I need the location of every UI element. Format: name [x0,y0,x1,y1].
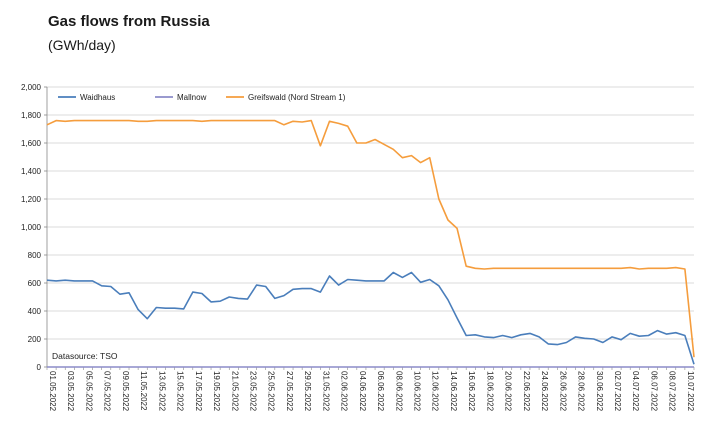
x-tick-label: 16.06.2022 [467,371,476,412]
y-tick-label: 0 [37,363,42,372]
x-tick-label: 02.06.2022 [340,371,349,412]
x-tick-label: 02.07.2022 [613,371,622,412]
x-tick-label: 18.06.2022 [485,371,494,412]
chart-subtitle: (GWh/day) [48,37,116,53]
x-tick-label: 04.07.2022 [631,371,640,412]
y-tick-label: 1,000 [21,223,42,232]
x-tick-label: 26.06.2022 [558,371,567,412]
x-tick-label: 04.06.2022 [358,371,367,412]
x-tick-label: 31.05.2022 [321,371,330,412]
x-tick-label: 28.06.2022 [577,371,586,412]
series-lines [46,119,695,368]
y-tick-label: 1,200 [21,195,42,204]
x-tick-label: 11.05.2022 [139,371,148,411]
x-tick-label: 21.05.2022 [230,371,239,412]
y-tick-label: 200 [28,335,42,344]
data-source-note: Datasource: TSO [52,351,118,361]
x-tick-label: 08.06.2022 [394,371,403,412]
legend-label: Waidhaus [80,93,115,102]
y-tick-label: 800 [28,251,42,260]
x-tick-label: 29.05.2022 [303,371,312,412]
x-tick-label: 06.07.2022 [649,371,658,412]
legend: Waidhaus Mallnow Greifswald (Nord Stream 1… [58,93,346,102]
y-tick-label: 2,000 [21,83,42,92]
chart-title: Gas flows from Russia [48,13,210,30]
x-tick-label: 01.05.2022 [48,371,57,412]
x-tick-label: 23.05.2022 [248,371,257,412]
gridlines [47,86,694,340]
legend-label: Greifswald (Nord Stream 1) [248,93,346,102]
x-tick-label: 08.07.2022 [668,371,677,412]
x-tick-label: 30.06.2022 [595,371,604,412]
y-tick-label: 600 [28,279,42,288]
x-tick-label: 25.05.2022 [267,371,276,412]
x-tick-label: 12.06.2022 [431,371,440,412]
x-axis-ticks: 01.05.2022 03.05.2022 05.05.2022 07.05.2022… [46,367,695,412]
y-axis-ticks: 0 200 400 600 800 1,000 1,200 1,400 1,600 1,800 2,… [21,83,47,372]
x-tick-label: 09.05.2022 [121,371,130,412]
x-tick-label: 10.07.2022 [686,371,695,412]
x-tick-label: 10.06.2022 [413,371,422,412]
x-tick-label: 20.06.2022 [504,371,513,412]
x-tick-label: 06.06.2022 [376,371,385,412]
y-tick-label: 400 [28,307,42,316]
x-tick-label: 14.06.2022 [449,371,458,412]
x-tick-label: 15.05.2022 [176,371,185,412]
x-tick-label: 13.05.2022 [157,371,166,412]
x-tick-label: 17.05.2022 [194,371,203,412]
x-tick-label: 03.05.2022 [66,371,75,412]
y-tick-label: 1,400 [21,167,42,176]
x-tick-label: 24.06.2022 [540,371,549,412]
y-tick-label: 1,800 [21,111,42,120]
x-tick-label: 22.06.2022 [522,371,531,412]
x-tick-label: 07.05.2022 [103,371,112,412]
x-tick-label: 05.05.2022 [84,371,93,412]
legend-label: Mallnow [177,93,207,102]
x-tick-label: 19.05.2022 [212,371,221,412]
y-tick-label: 1,600 [21,139,42,148]
series-line-greifswald [46,119,695,358]
series-line-waidhaus [46,271,695,365]
x-tick-label: 27.05.2022 [285,371,294,412]
